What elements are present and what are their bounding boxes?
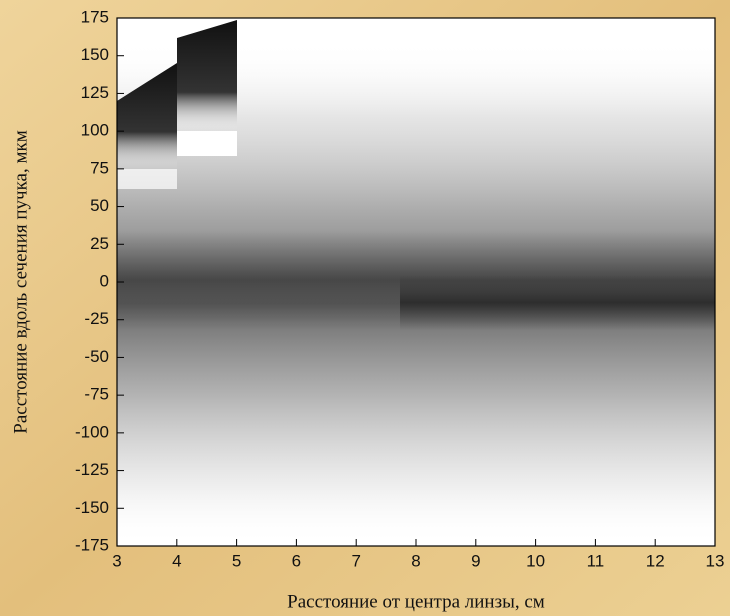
y-tick-label: -50 (84, 347, 109, 366)
y-tick-label: 150 (81, 45, 109, 64)
beam-core (400, 275, 715, 330)
y-axis-label: Расстояние вдоль сечения пучка, мкм (10, 130, 31, 433)
x-tick-label: 5 (232, 551, 241, 570)
x-tick-label: 12 (646, 551, 665, 570)
x-tick-label: 6 (292, 551, 301, 570)
y-tick-label: -150 (75, 498, 109, 517)
y-tick-label: 50 (90, 196, 109, 215)
y-tick-label: 100 (81, 121, 109, 140)
y-tick-label: 0 (100, 271, 109, 290)
y-tick-label: -175 (75, 535, 109, 554)
y-tick-label: 175 (81, 7, 109, 26)
x-tick-label: 3 (112, 551, 121, 570)
y-tick-label: 25 (90, 234, 109, 253)
beam-top-block (177, 20, 237, 131)
y-tick-label: -100 (75, 422, 109, 441)
y-tick-label: 125 (81, 83, 109, 102)
y-tick-label: -25 (84, 309, 109, 328)
x-tick-label: 13 (706, 551, 725, 570)
beam-top-block (117, 63, 177, 169)
y-tick-label: -125 (75, 460, 109, 479)
x-axis-label: Расстояние от центра линзы, см (287, 591, 545, 612)
beam-gap (117, 169, 177, 189)
x-tick-label: 7 (351, 551, 360, 570)
x-tick-label: 11 (587, 551, 605, 570)
beam-gap (177, 131, 237, 156)
x-tick-label: 10 (526, 551, 545, 570)
y-tick-label: 75 (90, 158, 109, 177)
y-tick-label: -75 (84, 385, 109, 404)
x-tick-label: 4 (172, 551, 181, 570)
x-tick-label: 8 (411, 551, 420, 570)
x-tick-label: 9 (471, 551, 480, 570)
